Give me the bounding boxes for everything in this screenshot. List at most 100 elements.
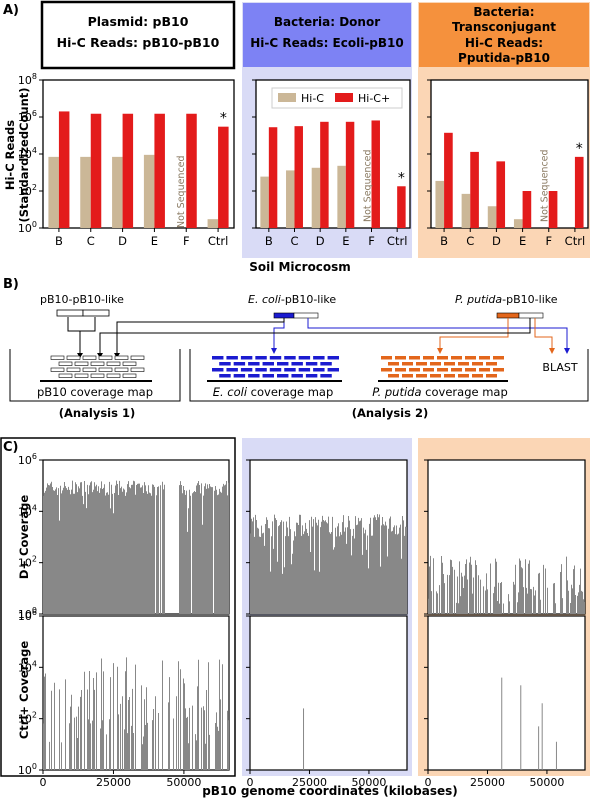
read-brick bbox=[416, 362, 427, 366]
read-brick bbox=[472, 374, 483, 378]
read-brick bbox=[106, 361, 121, 366]
read-brick bbox=[74, 373, 89, 378]
asterisk: * bbox=[398, 170, 405, 186]
read-brick bbox=[240, 368, 253, 372]
coverage-plot-2-1: 0 25000 50000 bbox=[424, 615, 586, 789]
putida-map-italic: P. putida bbox=[372, 385, 421, 399]
ecoli-coverage-map-reads bbox=[212, 356, 339, 378]
bar-hicplus bbox=[444, 132, 453, 228]
pb10-arrowhead bbox=[77, 353, 83, 358]
coverage-signal bbox=[501, 677, 557, 770]
read-brick bbox=[284, 356, 296, 360]
read-brick bbox=[50, 355, 65, 360]
read-brick bbox=[402, 362, 413, 366]
ecoli-map-label: E. coli coverage map bbox=[213, 385, 334, 399]
read-brick bbox=[381, 356, 392, 360]
read-brick bbox=[212, 356, 224, 360]
header-trans-line2: Transconjugant bbox=[452, 20, 556, 34]
panel-label-b: B) bbox=[3, 277, 19, 292]
read-brick bbox=[451, 368, 462, 372]
read-brick bbox=[74, 361, 89, 366]
x-tick-label: D bbox=[316, 234, 325, 248]
coverage-x-tick-label: 50000 bbox=[351, 776, 386, 789]
read-brick bbox=[233, 362, 246, 366]
coverage-plot-area bbox=[427, 615, 586, 771]
header-trans-line3: Hi-C Reads: bbox=[465, 36, 543, 50]
read-brick bbox=[269, 356, 282, 360]
d-plus-coverage-label: D+ Coverage bbox=[17, 495, 31, 579]
read-brick bbox=[284, 368, 296, 372]
bar-hic bbox=[207, 219, 219, 228]
bar-chart-2: B C D E F Not Sequenced Ctrl * bbox=[427, 79, 589, 248]
read-brick bbox=[465, 368, 476, 372]
analysis2-bracket bbox=[189, 349, 589, 402]
read-brick bbox=[114, 355, 129, 360]
y-tick-exp: 0 bbox=[32, 220, 37, 229]
read-brick bbox=[430, 362, 441, 366]
coverage-x-tick-label: 50000 bbox=[529, 776, 564, 789]
y-tick-base: 10 bbox=[18, 185, 32, 198]
bar-hic bbox=[80, 156, 91, 228]
bar-hicplus bbox=[496, 161, 506, 228]
bar-hicplus bbox=[470, 151, 479, 228]
bar-hicplus bbox=[548, 191, 558, 228]
ecoli-pb10-arrowhead bbox=[114, 353, 120, 358]
bar-hicplus bbox=[574, 156, 584, 228]
read-brick bbox=[291, 374, 303, 378]
read-brick bbox=[298, 356, 311, 360]
bar-hic bbox=[461, 193, 471, 228]
coverage-y-tick-label: 106 bbox=[18, 608, 37, 623]
bar-hicplus bbox=[522, 191, 532, 228]
read-brick bbox=[479, 368, 490, 372]
coverage-signal bbox=[428, 555, 585, 614]
not-sequenced-label: Not Sequenced bbox=[539, 149, 550, 222]
y-tick-base: 10 bbox=[18, 148, 32, 161]
putida-blast-arrowhead bbox=[549, 348, 555, 354]
coverage-y-tick-base: 10 bbox=[18, 608, 32, 621]
bar-hic bbox=[487, 206, 497, 228]
bar-hicplus bbox=[345, 121, 355, 228]
read-brick bbox=[58, 373, 73, 378]
read-brick bbox=[320, 362, 332, 366]
not-sequenced-label: Not Sequenced bbox=[362, 149, 373, 222]
read-brick bbox=[122, 373, 137, 378]
coverage-plot-1-0 bbox=[246, 459, 408, 615]
bar-hicplus bbox=[218, 126, 229, 228]
bar-hicplus bbox=[122, 113, 134, 228]
coverage-plot-area bbox=[249, 615, 408, 771]
x-tick-label: Ctrl bbox=[387, 234, 407, 248]
coverage-y-tick-base: 10 bbox=[18, 454, 32, 467]
pb10-column-c-frame bbox=[0, 437, 236, 777]
coverage-x-tick-label: 0 bbox=[40, 776, 47, 789]
coverage-y-tick-base: 10 bbox=[18, 713, 32, 726]
ecoli-blast-arrowhead bbox=[564, 348, 570, 354]
coverage-y-tick-label: 106 bbox=[18, 452, 37, 467]
bar-hicplus bbox=[58, 111, 70, 228]
bar-hicplus bbox=[294, 126, 303, 228]
y-tick-base: 10 bbox=[18, 111, 32, 124]
read-brick bbox=[327, 356, 339, 360]
y-tick-exp: 8 bbox=[32, 72, 37, 81]
y-tick-exp: 2 bbox=[32, 183, 37, 192]
bar-hic bbox=[435, 180, 445, 228]
read-brick bbox=[437, 356, 448, 360]
putida-coverage-map-reads bbox=[381, 356, 504, 378]
asterisk: * bbox=[220, 111, 227, 127]
ecoli-to-blast-line bbox=[307, 318, 568, 350]
read-brick bbox=[262, 362, 274, 366]
read-brick bbox=[248, 374, 260, 378]
x-tick-label: C bbox=[466, 234, 474, 248]
pb10-read-left bbox=[56, 309, 84, 317]
read-brick bbox=[277, 362, 289, 366]
coverage-signal bbox=[43, 480, 229, 614]
ecoli-read-white bbox=[293, 312, 319, 319]
read-brick bbox=[255, 356, 267, 360]
putida-pb10-like-label: P. putida-pB10-like bbox=[455, 293, 558, 306]
read-brick bbox=[98, 355, 113, 360]
read-brick bbox=[444, 362, 455, 366]
ecoli-pb10-like-label: E. coli-pB10-like bbox=[248, 293, 336, 306]
coverage-plot-1-1: 0 25000 50000 bbox=[246, 615, 408, 789]
panel-a-ylabel-line1: Hi-C Reads bbox=[3, 120, 17, 190]
